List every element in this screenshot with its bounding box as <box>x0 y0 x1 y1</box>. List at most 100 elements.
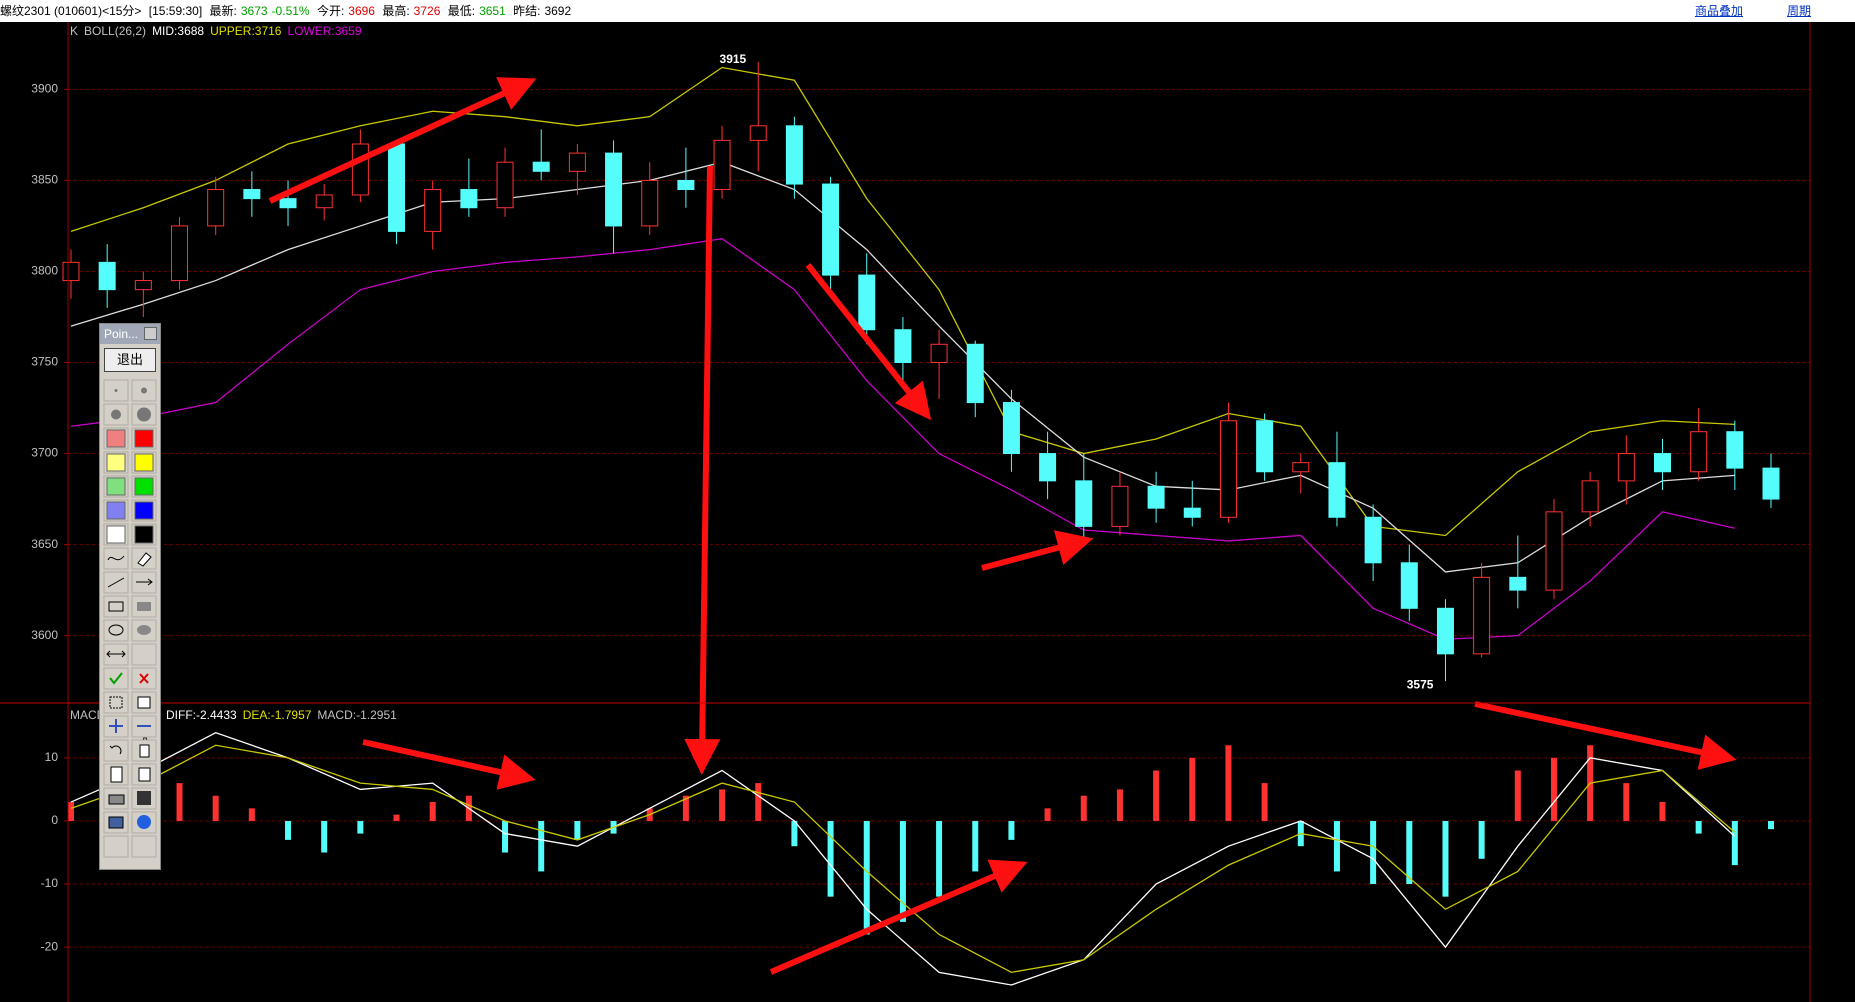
macd-bar <box>1442 820 1449 897</box>
candle-body <box>171 225 189 282</box>
tool-button[interactable] <box>103 835 129 858</box>
macd-bar <box>1189 757 1196 821</box>
candle-body <box>894 329 912 364</box>
candle-body <box>1473 576 1491 655</box>
field-value: 3673 <box>240 4 268 18</box>
legend-entry: MID:3688 <box>152 24 204 38</box>
exit-button[interactable]: 退出 <box>104 348 156 372</box>
candle-body <box>1581 480 1599 513</box>
dot-size <box>141 387 147 394</box>
save-tool <box>137 791 151 805</box>
overlay-link[interactable]: 商品叠加 <box>1694 4 1743 18</box>
tool-button[interactable] <box>103 547 129 570</box>
macd-bar <box>719 789 726 821</box>
candle-body <box>532 161 550 172</box>
tool-button[interactable] <box>103 691 129 714</box>
color-swatch[interactable] <box>106 501 126 520</box>
macd-bar <box>574 820 581 840</box>
color-swatch[interactable] <box>106 525 126 544</box>
color-swatch[interactable] <box>134 501 154 520</box>
field-label: 最新: <box>209 4 237 18</box>
macd-bar <box>899 820 906 922</box>
measure-tool <box>106 650 126 658</box>
candle-body <box>1690 431 1708 473</box>
candle-body <box>207 189 225 227</box>
candle-body <box>605 152 623 227</box>
y-tick-label: 3850 <box>31 173 58 187</box>
tool-button[interactable] <box>103 667 129 690</box>
color-swatch[interactable] <box>106 477 126 496</box>
color-swatch[interactable] <box>134 477 154 496</box>
y-tick-label: 3600 <box>31 628 58 642</box>
y-tick-label: -10 <box>41 876 59 890</box>
macd-bar <box>1080 795 1087 821</box>
candle-body <box>1436 607 1454 655</box>
macd-bar <box>357 820 364 834</box>
arrow <box>684 165 721 775</box>
candle-body <box>1653 453 1671 473</box>
undo-tool <box>109 745 122 755</box>
field-change: -0.51% <box>271 4 310 18</box>
macd-bar <box>1550 757 1557 821</box>
candle-body <box>1726 431 1744 469</box>
indicator-line <box>70 744 1736 974</box>
candle-body <box>713 139 731 191</box>
arrow <box>805 263 932 421</box>
chart: 3600 3650 3700 3750 3800 3850 3900 K BOLL(26,2) M… <box>0 22 1811 1002</box>
macd-bar <box>1514 770 1521 821</box>
macd-bar <box>1695 820 1702 834</box>
candle-body <box>641 179 659 227</box>
candle-body <box>1762 467 1780 500</box>
tool-button[interactable] <box>103 595 129 618</box>
field-label: 昨结: <box>513 4 541 18</box>
macd-bar <box>791 820 798 847</box>
arrow <box>268 77 537 204</box>
tool-button[interactable] <box>131 835 157 858</box>
macd-bar <box>1731 820 1738 866</box>
macd-bar <box>1478 820 1485 859</box>
field-value: 3692 <box>544 4 572 18</box>
color-swatch[interactable] <box>134 525 154 544</box>
tool-button[interactable] <box>103 739 129 762</box>
legend-entry: UPPER:3716 <box>210 24 282 38</box>
macd-bar <box>1153 770 1160 821</box>
candle-body <box>1509 576 1527 591</box>
color-swatch[interactable] <box>134 453 154 472</box>
tool-button[interactable] <box>103 619 129 642</box>
candle-body <box>1400 562 1418 609</box>
macd-bar <box>248 808 255 821</box>
candle-body <box>424 189 442 232</box>
y-tick-label: 3650 <box>31 537 58 551</box>
close-button[interactable] <box>144 327 157 340</box>
candle-body <box>858 274 876 331</box>
field-value: 3696 <box>348 4 375 18</box>
color-swatch[interactable] <box>134 429 154 448</box>
color-swatch[interactable] <box>106 453 126 472</box>
candle-body <box>966 343 984 404</box>
ray-tool <box>136 578 153 586</box>
arrow <box>769 859 1028 975</box>
image-tool <box>108 816 124 829</box>
links: 商品叠加 周期 <box>1655 0 1815 22</box>
period-link[interactable]: 周期 <box>1786 4 1811 18</box>
high-label: 3915 <box>720 52 747 66</box>
macd-bar <box>429 802 436 821</box>
arrow <box>1474 701 1737 770</box>
candle-body <box>279 198 297 209</box>
macd-bar <box>1406 820 1413 885</box>
candle-body <box>1256 420 1274 473</box>
macd-bar <box>285 820 292 840</box>
y-tick-label: 3700 <box>31 446 58 460</box>
candle-body <box>243 189 261 200</box>
indicator-line <box>70 731 1736 986</box>
candle-body <box>98 261 116 291</box>
color-swatch[interactable] <box>106 429 126 448</box>
candle-body <box>460 189 478 209</box>
macd-bar <box>682 795 689 821</box>
tool-button[interactable] <box>131 643 157 666</box>
macd-bar <box>827 820 834 897</box>
confirm-tool <box>109 672 123 685</box>
candle-body <box>62 261 80 282</box>
y-tick-label: 0 <box>51 813 58 827</box>
